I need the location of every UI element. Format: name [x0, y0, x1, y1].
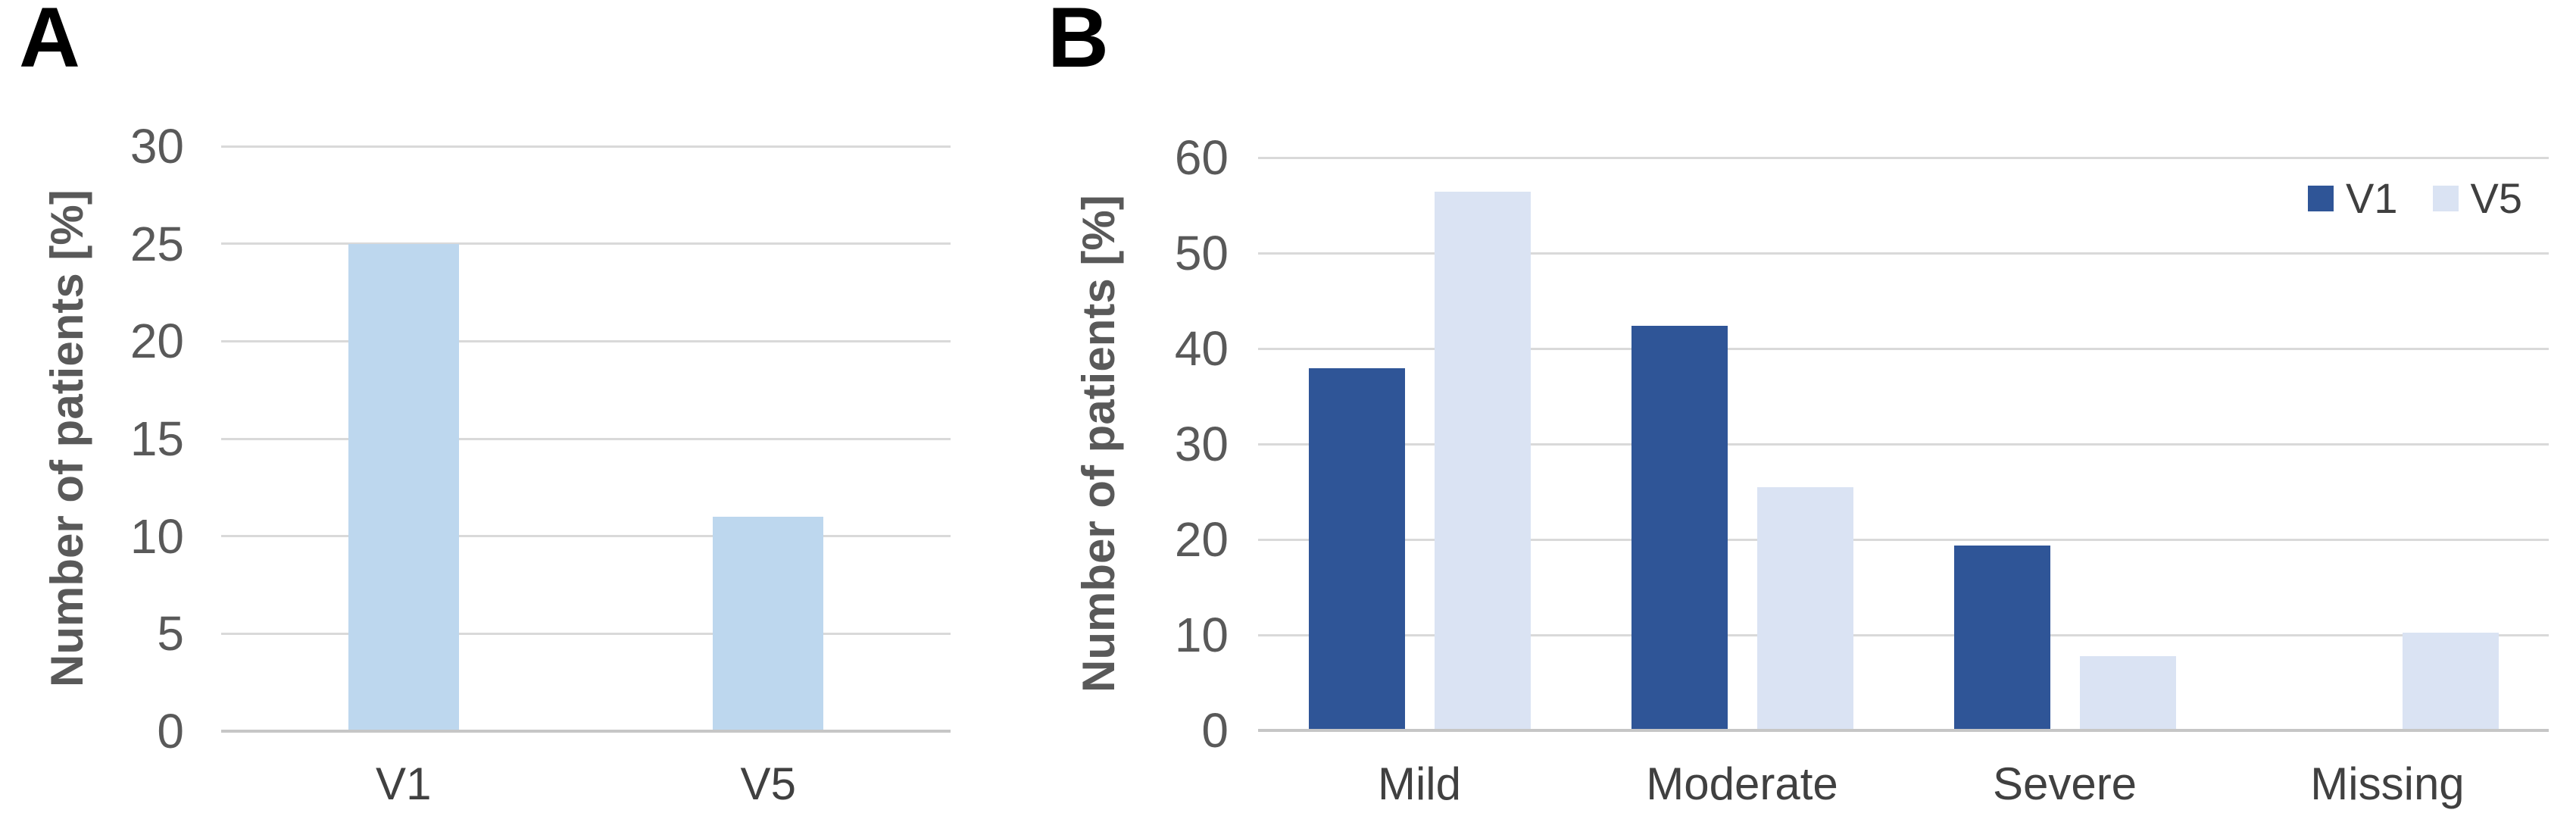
y-tick-25: 25 [130, 216, 184, 271]
y-tick-15: 15 [130, 411, 184, 466]
bar-v1-severe [1953, 545, 2050, 730]
x-label-mild: Mild [1377, 758, 1461, 809]
x-label-severe: Severe [1992, 758, 2137, 809]
bar-series-v5 [713, 516, 824, 731]
bar-series-v1 [348, 243, 459, 731]
gridline-20 [221, 339, 951, 342]
legend-item-v1: V1 [2308, 177, 2398, 220]
y-tick-30: 30 [130, 119, 184, 174]
gridline-50 [1258, 252, 2549, 255]
legend-label-v5: V5 [2470, 174, 2523, 222]
legend-swatch-v1 [2308, 186, 2334, 211]
bar-v5-missing [2402, 633, 2499, 730]
gridline-10 [221, 535, 951, 538]
y-tick-10: 10 [130, 508, 184, 564]
gridline-40 [1258, 347, 2549, 350]
y-tick-40: 40 [1174, 321, 1229, 376]
y-tick-5: 5 [157, 606, 184, 661]
bar-v5-mild [1434, 192, 1531, 730]
x-label-v5: V5 [740, 758, 796, 809]
gridline-60 [1258, 156, 2549, 159]
gridline-15 [221, 437, 951, 440]
bar-v5-severe [2079, 655, 2176, 730]
legend-item-v5: V5 [2432, 174, 2523, 222]
gridline-30 [1258, 442, 2549, 446]
y-tick-60: 60 [1174, 130, 1229, 185]
gridline-10 [1258, 633, 2549, 636]
x-label-missing: Missing [2310, 758, 2465, 809]
gridline-25 [221, 242, 951, 245]
y-tick-20: 20 [1174, 512, 1229, 567]
panel-b-label: B [1048, 0, 1109, 85]
y-tick-20: 20 [130, 314, 184, 369]
bar-v1-mild [1308, 368, 1405, 730]
gridline-30 [221, 145, 951, 148]
legend-swatch-v5 [2432, 186, 2459, 211]
y-tick-0: 0 [157, 704, 184, 758]
x-label-v1: V1 [376, 758, 432, 809]
legend: V1 V5 [2308, 177, 2522, 220]
x-axis-line [221, 730, 951, 733]
x-axis-line [1258, 729, 2549, 732]
gridline-5 [221, 632, 951, 635]
y-tick-0: 0 [1201, 703, 1229, 758]
legend-label-v1: V1 [2346, 174, 2398, 222]
x-label-moderate: Moderate [1646, 758, 1838, 809]
bar-v5-moderate [1756, 486, 1853, 730]
y-tick-30: 30 [1174, 417, 1229, 471]
y-tick-50: 50 [1174, 226, 1229, 280]
bar-v1-moderate [1631, 325, 1728, 730]
gridline-20 [1258, 538, 2549, 541]
y-tick-10: 10 [1174, 608, 1229, 662]
panel-a-label: A [19, 0, 80, 85]
